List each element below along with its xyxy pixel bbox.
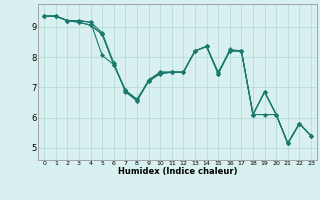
X-axis label: Humidex (Indice chaleur): Humidex (Indice chaleur): [118, 167, 237, 176]
